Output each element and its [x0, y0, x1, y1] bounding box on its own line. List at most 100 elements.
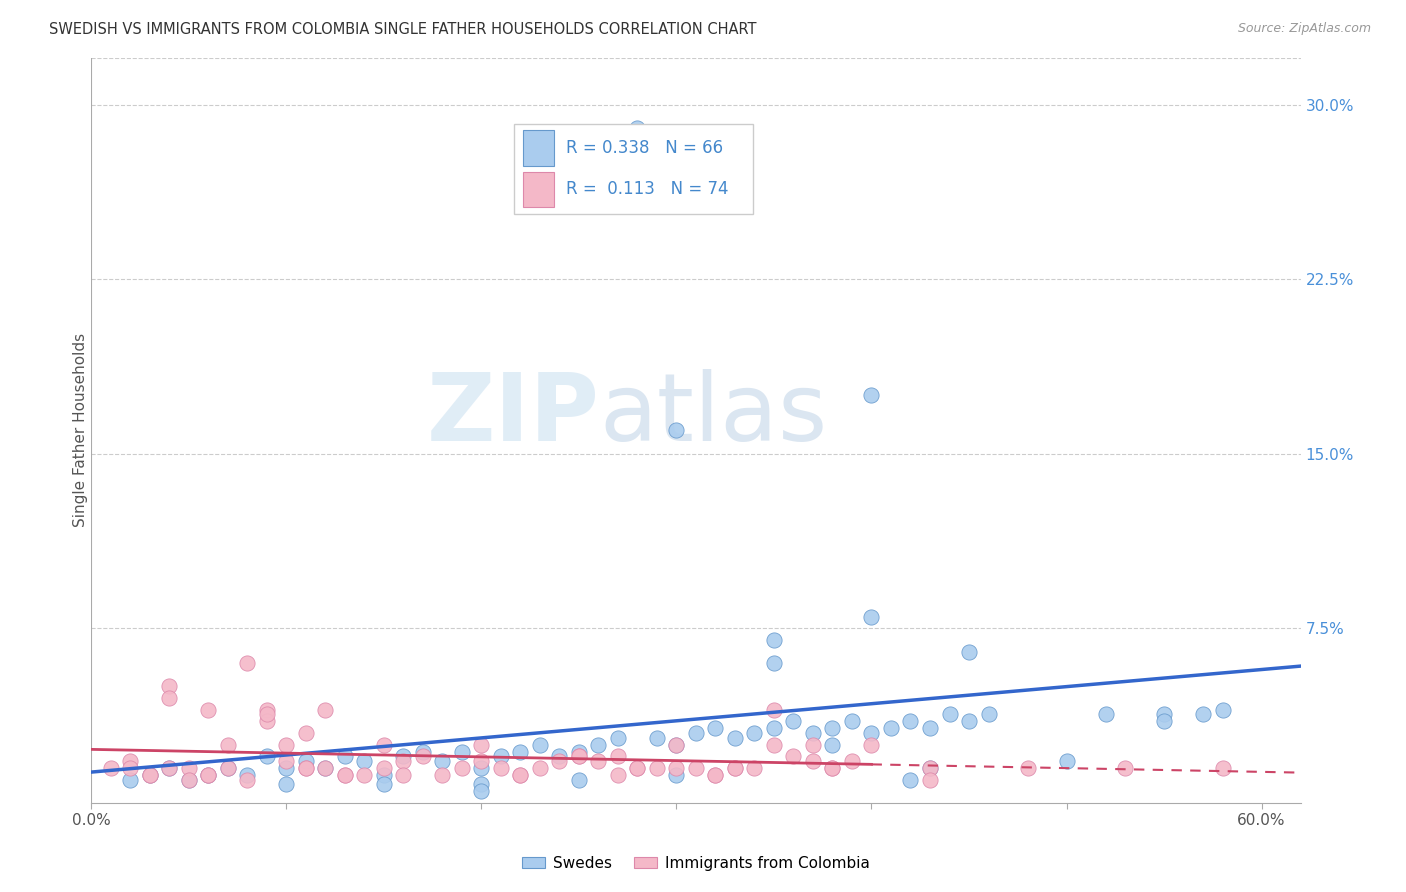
Point	[704, 768, 727, 782]
Point	[470, 777, 492, 791]
Point	[489, 749, 512, 764]
Point	[762, 721, 785, 735]
Text: SWEDISH VS IMMIGRANTS FROM COLOMBIA SINGLE FATHER HOUSEHOLDS CORRELATION CHART: SWEDISH VS IMMIGRANTS FROM COLOMBIA SING…	[49, 22, 756, 37]
Point	[841, 714, 863, 729]
Point	[1114, 761, 1136, 775]
Point	[120, 761, 142, 775]
Point	[197, 768, 219, 782]
Point	[470, 784, 492, 798]
Point	[762, 738, 785, 752]
Point	[256, 703, 278, 717]
Point	[295, 754, 318, 768]
Point	[120, 754, 142, 768]
Point	[821, 761, 844, 775]
Text: atlas: atlas	[599, 369, 828, 461]
Point	[392, 749, 415, 764]
Point	[607, 768, 630, 782]
Point	[860, 726, 883, 740]
Point	[704, 768, 727, 782]
Point	[373, 768, 395, 782]
Point	[626, 120, 648, 135]
Point	[295, 761, 318, 775]
Point	[197, 768, 219, 782]
Point	[744, 726, 766, 740]
Point	[626, 761, 648, 775]
Point	[353, 768, 375, 782]
Point	[762, 703, 785, 717]
Point	[645, 761, 668, 775]
Legend: Swedes, Immigrants from Colombia: Swedes, Immigrants from Colombia	[516, 850, 876, 877]
Point	[880, 721, 903, 735]
Point	[645, 731, 668, 745]
Point	[157, 691, 180, 706]
Point	[276, 761, 298, 775]
Point	[451, 761, 474, 775]
Point	[588, 754, 610, 768]
Point	[801, 738, 824, 752]
Point	[724, 761, 747, 775]
Point	[197, 703, 219, 717]
Point	[470, 738, 492, 752]
Point	[256, 707, 278, 722]
Point	[256, 749, 278, 764]
Point	[860, 738, 883, 752]
Point	[197, 768, 219, 782]
Point	[157, 761, 180, 775]
Point	[762, 632, 785, 647]
Point	[1153, 714, 1175, 729]
Point	[432, 768, 454, 782]
Point	[938, 707, 960, 722]
Point	[373, 761, 395, 775]
Point	[470, 754, 492, 768]
Point	[607, 749, 630, 764]
Point	[607, 731, 630, 745]
Point	[841, 754, 863, 768]
Point	[860, 388, 883, 402]
Point	[665, 738, 688, 752]
Point	[333, 749, 356, 764]
Point	[568, 772, 591, 787]
Point	[373, 738, 395, 752]
Point	[860, 609, 883, 624]
Point	[548, 754, 571, 768]
Point	[724, 731, 747, 745]
Point	[665, 738, 688, 752]
Point	[470, 761, 492, 775]
Point	[256, 714, 278, 729]
Point	[801, 754, 824, 768]
Point	[1153, 707, 1175, 722]
Point	[392, 754, 415, 768]
Point	[295, 726, 318, 740]
Point	[1017, 761, 1039, 775]
Point	[295, 761, 318, 775]
Point	[782, 714, 804, 729]
Point	[918, 761, 941, 775]
Point	[314, 761, 336, 775]
Point	[236, 656, 259, 670]
Point	[1212, 761, 1234, 775]
Point	[412, 749, 434, 764]
Text: ZIP: ZIP	[426, 369, 599, 461]
Point	[177, 772, 200, 787]
Point	[568, 749, 591, 764]
Point	[1094, 707, 1116, 722]
Point	[489, 761, 512, 775]
Point	[451, 745, 474, 759]
Point	[276, 777, 298, 791]
Point	[918, 761, 941, 775]
Point	[509, 745, 531, 759]
Point	[217, 738, 239, 752]
Point	[139, 768, 162, 782]
Point	[392, 768, 415, 782]
Point	[918, 772, 941, 787]
Point	[685, 761, 707, 775]
Point	[821, 738, 844, 752]
Point	[139, 768, 162, 782]
Point	[314, 703, 336, 717]
Point	[724, 761, 747, 775]
Point	[353, 754, 375, 768]
Point	[333, 768, 356, 782]
Point	[782, 749, 804, 764]
Point	[685, 726, 707, 740]
Y-axis label: Single Father Households: Single Father Households	[73, 334, 87, 527]
